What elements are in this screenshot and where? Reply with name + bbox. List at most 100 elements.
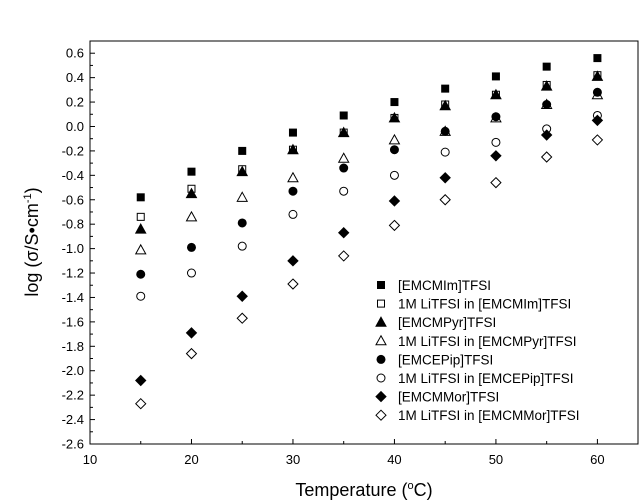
x-tick-label: 30 bbox=[286, 452, 300, 467]
data-point bbox=[439, 194, 451, 206]
y-axis-title: log (σ/S•cm-1) bbox=[22, 187, 42, 296]
data-point bbox=[339, 186, 349, 196]
data-point bbox=[540, 151, 553, 163]
data-point bbox=[185, 210, 198, 222]
y-tick-label: -0.4 bbox=[62, 168, 84, 183]
legend-label: 1M LiTFSI in [EMCMPyr]TFSI bbox=[398, 334, 577, 349]
legend-marker bbox=[375, 316, 387, 327]
data-point bbox=[592, 87, 602, 97]
data-point bbox=[388, 195, 401, 207]
data-point bbox=[337, 126, 350, 138]
y-tick-label: -2.2 bbox=[62, 388, 84, 403]
data-point bbox=[185, 327, 198, 339]
data-point bbox=[287, 171, 299, 183]
legend-label: [EMCEPip]TFSI bbox=[398, 352, 493, 367]
legend-label: 1M LiTFSI in [EMCMIm]TFSI bbox=[398, 297, 571, 312]
legend-label: [EMCMPyr]TFSI bbox=[398, 315, 496, 330]
data-point bbox=[236, 312, 248, 324]
data-point bbox=[490, 88, 502, 100]
data-point bbox=[187, 167, 196, 176]
data-point bbox=[288, 186, 298, 196]
y-tick-label: -1.4 bbox=[62, 290, 84, 305]
y-tick-label: -0.2 bbox=[62, 143, 84, 158]
data-point bbox=[134, 243, 147, 255]
data-point bbox=[238, 146, 247, 155]
x-tick-label: 60 bbox=[590, 452, 604, 467]
x-tick-label: 10 bbox=[83, 452, 97, 467]
data-point bbox=[540, 129, 553, 141]
y-tick-label: 0.6 bbox=[66, 46, 84, 61]
y-tick-label: -0.6 bbox=[62, 192, 84, 207]
y-tick-label: -2.0 bbox=[62, 363, 84, 378]
data-point bbox=[236, 165, 249, 177]
legend-label: 1M LiTFSI in [EMCMMor]TFSI bbox=[398, 408, 580, 423]
y-tick-label: -1.6 bbox=[62, 314, 84, 329]
y-axis: -2.6 -2.4 -2.2 -2.0 -1.8 -1.6 -1.4 -1.2 -1.0 -0.8… bbox=[62, 46, 95, 452]
data-point bbox=[185, 347, 198, 360]
data-points bbox=[134, 54, 604, 410]
data-point bbox=[388, 111, 401, 123]
data-point bbox=[186, 242, 196, 252]
data-point bbox=[185, 187, 198, 199]
data-point bbox=[135, 397, 147, 410]
legend-marker bbox=[376, 373, 386, 383]
data-point bbox=[542, 62, 551, 71]
y-tick-label: 0.4 bbox=[66, 70, 84, 85]
y-tick-label: -2.4 bbox=[62, 412, 84, 427]
data-point bbox=[288, 209, 298, 219]
data-point bbox=[136, 269, 146, 279]
legend: [EMCMIm]TFSI 1M LiTFSI in [EMCMIm]TFSI [EM… bbox=[375, 278, 580, 423]
data-point bbox=[439, 172, 451, 184]
data-point bbox=[491, 112, 501, 122]
data-point bbox=[388, 219, 401, 232]
data-point bbox=[490, 150, 502, 162]
x-axis-title: Temperature (oC) bbox=[295, 480, 432, 500]
data-point bbox=[236, 290, 248, 302]
y-tick-label: -1.2 bbox=[62, 266, 84, 281]
data-point bbox=[287, 278, 299, 290]
data-point bbox=[490, 176, 502, 189]
x-tick-label: 40 bbox=[387, 452, 401, 467]
data-point bbox=[389, 145, 399, 155]
data-point bbox=[337, 227, 350, 239]
data-point bbox=[491, 137, 501, 147]
legend-marker bbox=[375, 334, 387, 346]
data-point bbox=[134, 223, 147, 234]
data-point bbox=[287, 143, 299, 155]
data-point bbox=[440, 147, 450, 157]
data-point bbox=[136, 291, 146, 301]
legend-marker bbox=[375, 390, 387, 403]
legend-marker bbox=[375, 409, 387, 421]
data-point bbox=[288, 128, 297, 137]
data-point bbox=[237, 241, 247, 251]
data-point bbox=[237, 218, 247, 228]
data-point bbox=[337, 250, 350, 262]
data-point bbox=[542, 100, 552, 110]
legend-label: 1M LiTFSI in [EMCEPip]TFSI bbox=[398, 371, 574, 386]
data-point bbox=[439, 99, 452, 111]
data-point bbox=[540, 80, 553, 91]
data-point bbox=[491, 72, 500, 81]
data-point bbox=[136, 212, 145, 221]
data-point bbox=[389, 170, 399, 180]
legend-marker bbox=[377, 281, 385, 289]
data-point bbox=[236, 191, 249, 202]
plot-frame bbox=[89, 40, 639, 445]
data-point bbox=[136, 193, 145, 202]
x-tick-label: 20 bbox=[184, 452, 198, 467]
data-point bbox=[390, 98, 399, 107]
data-point bbox=[339, 111, 348, 120]
data-point bbox=[339, 163, 349, 173]
data-point bbox=[388, 133, 401, 145]
y-tick-label: -1.8 bbox=[62, 339, 84, 354]
y-tick-label: -2.6 bbox=[62, 437, 84, 452]
data-point bbox=[186, 268, 196, 278]
data-point bbox=[591, 134, 604, 146]
data-point bbox=[440, 126, 450, 136]
data-point bbox=[441, 84, 450, 93]
data-point bbox=[287, 255, 299, 267]
data-point bbox=[591, 70, 604, 81]
x-tick-label: 50 bbox=[489, 452, 503, 467]
data-point bbox=[593, 54, 602, 63]
